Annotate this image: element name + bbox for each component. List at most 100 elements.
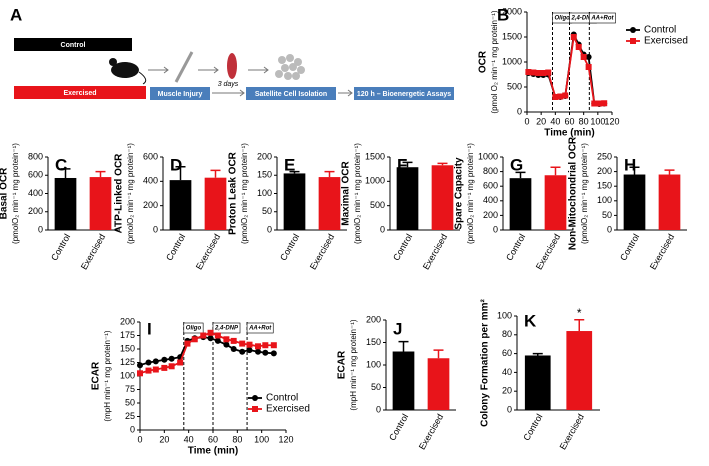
bar (169, 180, 192, 230)
error-bar (574, 319, 585, 332)
series-marker (525, 69, 532, 75)
legend-label: Exercised (266, 404, 310, 415)
series-marker (601, 100, 608, 107)
y-tick-label: 500 (507, 81, 522, 91)
y-tick-label: 50 (602, 210, 612, 220)
step-box (150, 87, 210, 100)
interval-label: 3 days (218, 81, 239, 88)
x-tick-label: 0 (137, 434, 142, 444)
y-tick-label: 200 (143, 200, 158, 210)
bar (509, 178, 532, 230)
series-marker (230, 337, 237, 344)
series-marker (137, 370, 143, 377)
series-marker (137, 362, 143, 369)
error-bar (664, 169, 675, 175)
bar (283, 173, 306, 230)
legend-label: Exercised (644, 36, 688, 47)
y-tick-label: 100 (497, 310, 512, 320)
error-bar (289, 170, 300, 174)
x-tick-label: 20 (536, 116, 546, 126)
series-marker (570, 34, 577, 40)
bar (524, 355, 551, 410)
x-tick-label: 40 (550, 116, 560, 126)
x-tick-label: Exercised (194, 232, 222, 271)
x-axis-label: Time (min) (188, 446, 238, 457)
bar (431, 165, 454, 230)
y-axis-label: (mpH min⁻¹ mg protein⁻¹) (103, 330, 112, 421)
series-marker (207, 335, 214, 342)
legend-label: Control (644, 25, 676, 36)
series-marker (270, 342, 277, 349)
panel-letter: C (55, 155, 67, 174)
y-axis-label: (pmolO₂ min⁻¹ mg protein⁻¹) (11, 143, 20, 244)
y-tick-label: 50 (262, 206, 272, 216)
bar (544, 175, 567, 230)
y-axis-label: Maximal OCR (341, 160, 352, 225)
x-tick-label: Exercised (558, 412, 586, 451)
x-tick-label: 20 (159, 434, 169, 444)
y-tick-label: 0 (130, 424, 135, 434)
y-tick-label: 500 (370, 200, 385, 210)
bar (204, 177, 227, 230)
series-marker (184, 340, 191, 347)
y-tick-label: 0 (376, 404, 381, 414)
series-line (139, 331, 274, 375)
y-tick-label: 1000 (502, 56, 522, 66)
y-tick-label: 0 (267, 224, 272, 234)
panel-letter: J (393, 319, 402, 338)
series-marker (575, 44, 582, 50)
series-marker (552, 94, 559, 100)
bar (392, 351, 415, 410)
y-tick-label: 75 (125, 384, 135, 394)
y-tick-label: 1000 (365, 176, 385, 186)
x-tick-label: Control (391, 232, 414, 262)
y-tick-label: 400 (143, 176, 158, 186)
panel-letter: H (624, 155, 636, 174)
error-bar (398, 340, 409, 352)
series-marker (246, 347, 253, 354)
x-tick-label: 60 (208, 434, 218, 444)
series-marker (168, 363, 175, 370)
y-tick-label: 150 (597, 181, 612, 191)
series-marker (585, 54, 592, 60)
panel-letter: E (284, 155, 295, 174)
panel-letter: B (497, 5, 509, 24)
y-tick-label: 0 (38, 224, 43, 234)
y-tick-label: 20 (502, 386, 512, 396)
series-marker (177, 359, 184, 366)
panel-letter: F (397, 155, 407, 174)
y-tick-label: 200 (120, 316, 135, 326)
annotation-label: 2,4-DNP (214, 326, 239, 332)
x-tick-label: Exercised (417, 412, 445, 451)
y-tick-label: 200 (483, 210, 498, 220)
series-marker (145, 367, 152, 374)
series-marker (585, 64, 592, 70)
y-tick-label: 200 (597, 166, 612, 176)
series-marker (255, 343, 262, 350)
annotation-box (212, 322, 241, 334)
legend-marker (252, 395, 258, 401)
panel-letter: G (510, 155, 523, 174)
y-tick-label: 200 (366, 314, 381, 324)
y-tick-label: 600 (28, 170, 43, 180)
series-marker (200, 332, 207, 339)
bar (658, 174, 681, 230)
series-line (139, 336, 274, 367)
x-tick-label: Control (278, 232, 301, 262)
annotation-label: AA+Rot (248, 326, 272, 332)
error-bar (60, 168, 71, 178)
legend-marker (252, 406, 258, 412)
x-tick-label: Exercised (79, 232, 107, 271)
y-axis-label: ATP-Linked OCR (114, 153, 125, 234)
y-axis-label: Proton Leak OCR (228, 151, 239, 235)
y-tick-label: 1500 (365, 151, 385, 161)
x-tick-label: 120 (604, 116, 619, 126)
annotation-box (246, 322, 274, 334)
y-axis-label: (pmol O₂ min⁻¹ mg protein⁻¹) (490, 10, 499, 113)
annotation-box (183, 322, 204, 334)
series-marker (530, 69, 537, 76)
y-tick-label: 50 (371, 382, 381, 392)
series-marker (214, 337, 221, 344)
y-tick-label: 200 (257, 151, 272, 161)
